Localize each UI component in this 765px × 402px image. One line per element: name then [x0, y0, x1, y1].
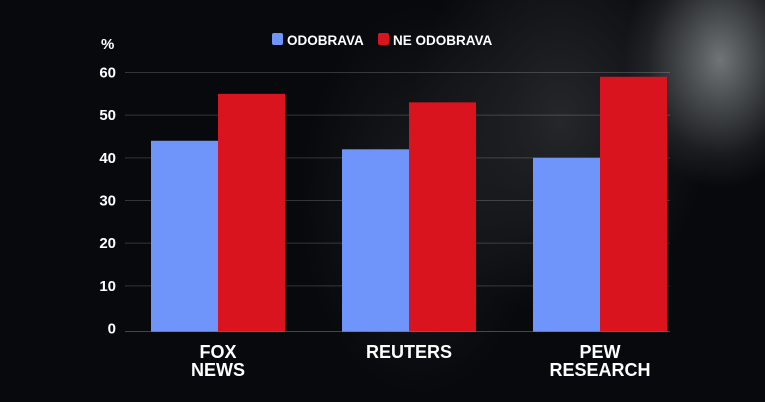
bar-odobrava [342, 149, 409, 332]
y-tick-label: 20 [99, 235, 116, 252]
bar-ne-odobrava [600, 76, 667, 332]
legend-label: ODOBRAVA [287, 33, 364, 48]
x-category-label: FOX [199, 342, 236, 362]
y-axis-label: % [101, 36, 114, 53]
x-category-label: REUTERS [366, 342, 452, 362]
y-tick-label: 50 [99, 107, 116, 124]
bar-ne-odobrava [409, 102, 476, 332]
legend-swatch [378, 33, 389, 45]
y-tick-label: 10 [99, 278, 116, 295]
bar-odobrava [151, 140, 218, 332]
x-category-label: PEW [579, 342, 620, 362]
y-tick-label: 30 [99, 193, 116, 210]
y-tick-label: 60 [99, 65, 116, 82]
y-tick-label: 0 [108, 321, 116, 338]
legend-label: NE ODOBRAVA [393, 33, 493, 48]
x-category-label: NEWS [191, 360, 245, 380]
bar-odobrava [533, 157, 600, 332]
legend-swatch [272, 33, 283, 45]
y-tick-label: 40 [99, 150, 116, 167]
bar-ne-odobrava [218, 93, 285, 332]
x-category-label: RESEARCH [549, 360, 650, 380]
